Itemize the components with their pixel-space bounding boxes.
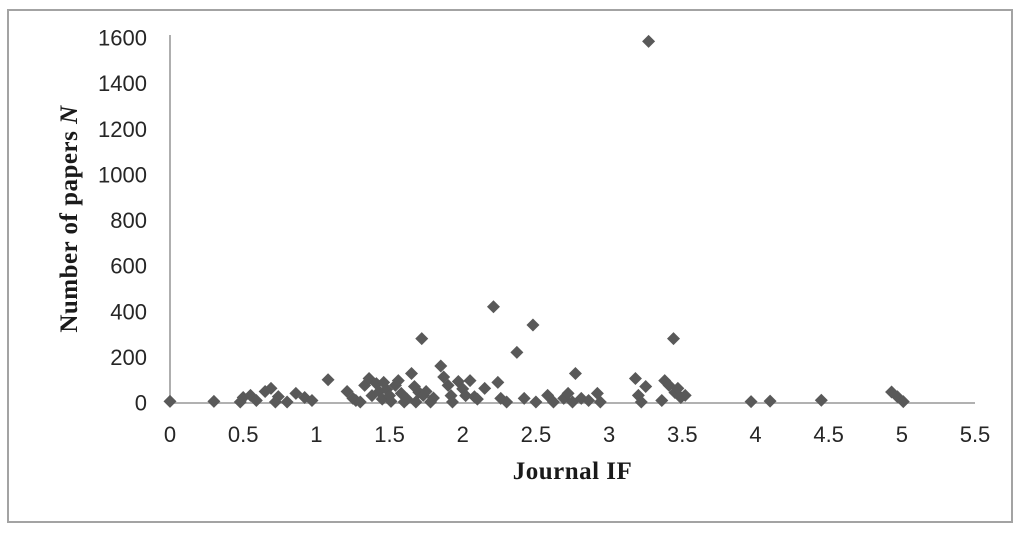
data-point-diamond [249,393,263,407]
y-tick-label: 1200 [98,117,147,142]
data-point-diamond [582,393,596,407]
x-tick-label: 4 [749,422,761,447]
y-tick-label: 400 [110,299,147,324]
data-point-diamond [593,395,607,409]
data-point-diamond [470,392,484,406]
data-point-diamond [510,345,524,359]
data-point-diamond [642,34,656,48]
data-point-diamond [491,375,505,389]
data-point-diamond [207,394,221,408]
data-point-diamond [445,395,459,409]
data-point-diamond [655,393,669,407]
x-tick-label: 2 [457,422,469,447]
data-point-diamond [305,393,319,407]
y-tick-label: 200 [110,345,147,370]
data-point-diamond [561,386,575,400]
data-point-diamond [463,374,477,388]
y-tick-label: 1400 [98,71,147,96]
x-tick-label: 3 [603,422,615,447]
x-tick-label: 2.5 [521,422,552,447]
data-point-diamond [814,393,828,407]
data-point-diamond [634,395,648,409]
data-point-diamond [459,389,473,403]
x-tick-label: 4.5 [813,422,844,447]
data-point-diamond [409,395,423,409]
data-point-diamond [529,395,543,409]
data-point-diamond [391,374,405,388]
data-point-diamond [526,318,540,332]
data-point-diamond [264,381,278,395]
data-point-diamond [426,391,440,405]
data-point-diamond [384,394,398,408]
data-point-diamond [321,373,335,387]
y-tick-label: 800 [110,208,147,233]
y-axis-title-text: Number of papers [56,123,83,333]
y-tick-label: 600 [110,254,147,279]
data-point-diamond [546,395,560,409]
data-point-diamond [419,385,433,399]
data-point-diamond [678,388,692,402]
data-point-diamond [280,395,294,409]
data-point-diamond [478,381,492,395]
x-tick-label: 0 [164,422,176,447]
data-point-diamond [517,391,531,405]
data-point-diamond [639,380,653,394]
data-point-diamond [744,395,758,409]
data-point-diamond [568,367,582,381]
y-tick-label: 0 [135,391,147,416]
y-tick-label: 1000 [98,162,147,187]
x-tick-label: 1.5 [374,422,405,447]
x-tick-label: 5.5 [960,422,991,447]
x-tick-label: 0.5 [228,422,259,447]
x-tick-label: 3.5 [667,422,698,447]
data-point-diamond [163,394,177,408]
data-point-diamond [628,372,642,386]
data-point-diamond [271,390,285,404]
data-point-diamond [353,395,367,409]
data-point-diamond [666,332,680,346]
data-point-diamond [500,395,514,409]
data-point-diamond [486,300,500,314]
y-axis-title-italic-n: N [56,105,83,124]
data-point-diamond [441,378,455,392]
data-point-diamond [763,394,777,408]
x-tick-label: 5 [896,422,908,447]
y-axis-title: Number of papers N [56,105,84,332]
data-point-diamond [415,332,429,346]
x-tick-label: 1 [310,422,322,447]
data-point-diamond [405,367,418,381]
y-tick-label: 1600 [98,26,147,51]
data-point-diamond [434,359,448,373]
x-axis-title: Journal IF [512,458,633,485]
data-point-diamond [896,395,910,409]
